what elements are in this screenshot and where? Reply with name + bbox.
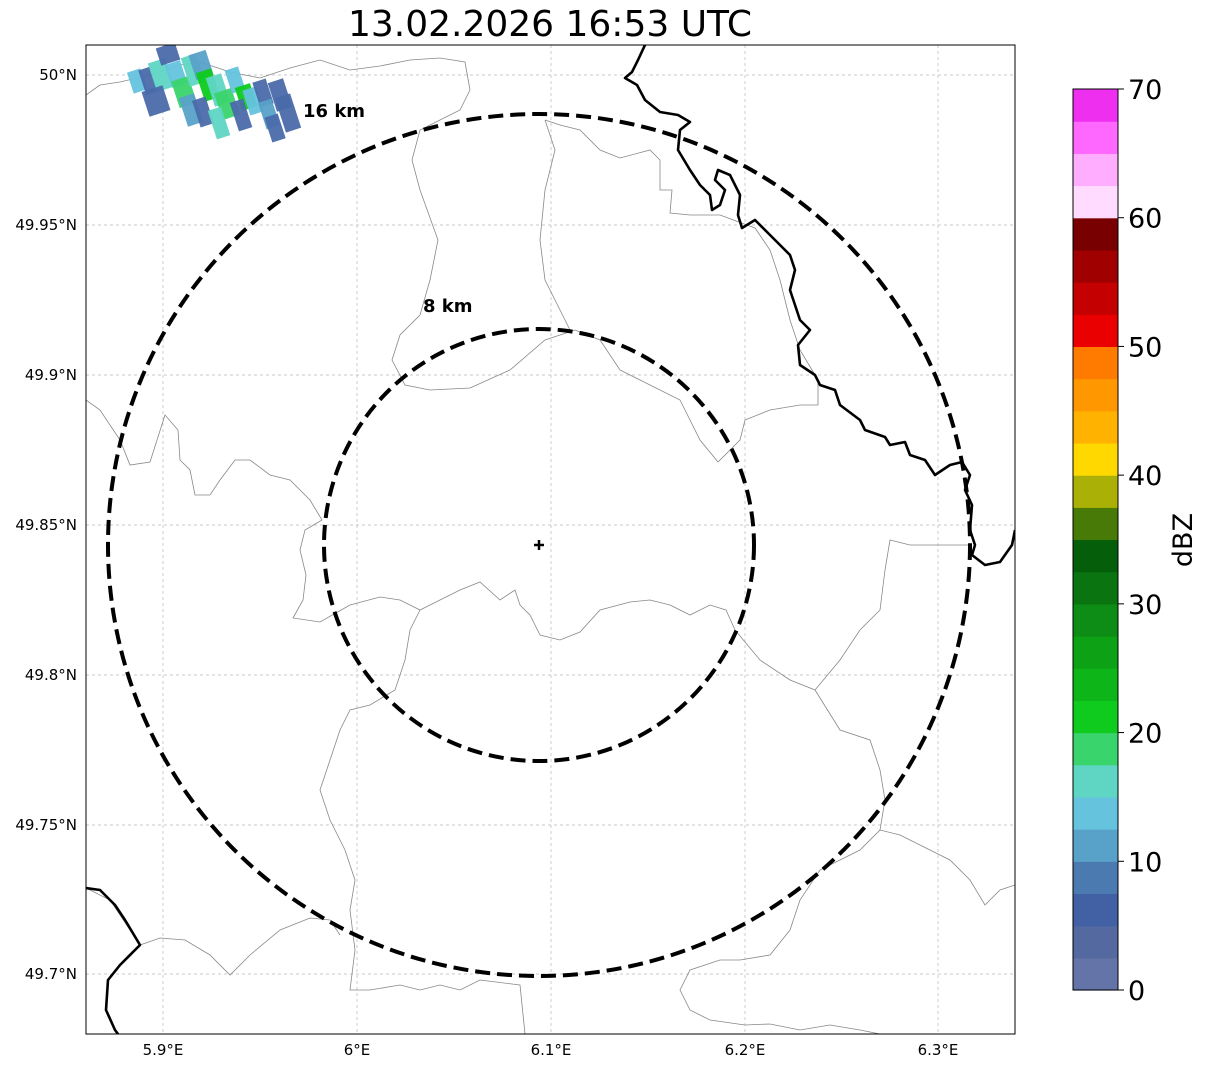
echo-cell (192, 96, 214, 128)
admin-boundary (539, 119, 571, 331)
radar-echoes (126, 45, 302, 143)
colorbar-segments (1073, 89, 1118, 991)
colorbar-segment (1073, 571, 1118, 605)
range-ring-8km (322, 327, 756, 763)
colorbar-segment (1073, 796, 1118, 830)
national-border (623, 45, 1015, 567)
admin-boundary (879, 829, 1015, 906)
lat-tick-label: 49.75°N (15, 816, 77, 834)
colorbar-segment (1073, 539, 1118, 573)
admin-boundary (814, 539, 968, 691)
latitude-ticks: 50°N 49.95°N 49.9°N 49.85°N 49.8°N 49.75… (15, 66, 77, 983)
colorbar-segment (1073, 217, 1118, 251)
map-title: 13.02.2026 16:53 UTC (347, 4, 753, 45)
lat-tick-label: 49.8°N (25, 666, 77, 684)
echo-cell (155, 45, 181, 66)
colorbar-segment (1073, 185, 1118, 219)
radar-site-marker (534, 540, 544, 550)
colorbar-label: dBZ (1168, 513, 1199, 567)
range-rings (106, 112, 972, 978)
lat-tick-label: 49.7°N (25, 965, 77, 983)
lon-tick-label: 6.3°E (918, 1041, 959, 1059)
colorbar-tick-label: 30 (1128, 590, 1162, 621)
colorbar: 0 10 20 30 40 50 60 70 dBZ (1072, 75, 1199, 1007)
colorbar-segment (1073, 957, 1118, 991)
colorbar-segment (1073, 346, 1118, 380)
colorbar-segment (1073, 282, 1118, 315)
colorbar-segment (1073, 153, 1118, 187)
ring-label-8km: 8 km (423, 296, 473, 317)
colorbar-segment (1073, 314, 1118, 348)
lon-tick-label: 6.1°E (531, 1041, 572, 1059)
national-border (86, 886, 142, 1034)
echo-cell (264, 113, 286, 143)
colorbar-segment (1073, 893, 1118, 927)
ring-label-16km: 16 km (303, 101, 365, 122)
admin-boundary (86, 399, 736, 641)
admin-boundary (86, 57, 819, 463)
longitude-ticks: 5.9°E 6°E 6.1°E 6.2°E 6.3°E (143, 1041, 959, 1059)
gridlines (86, 45, 1015, 1034)
colorbar-segment (1073, 507, 1118, 541)
colorbar-ticks: 0 10 20 30 40 50 60 70 (1118, 75, 1162, 1007)
colorbar-segment (1073, 925, 1118, 959)
lon-tick-label: 6.2°E (725, 1041, 766, 1059)
colorbar-segment (1073, 442, 1118, 476)
lon-tick-label: 5.9°E (143, 1041, 184, 1059)
colorbar-segment (1073, 668, 1118, 701)
colorbar-tick-label: 0 (1128, 976, 1145, 1007)
colorbar-tick-label: 10 (1128, 847, 1162, 878)
admin-boundary (679, 629, 886, 1034)
colorbar-tick-label: 20 (1128, 719, 1162, 750)
echo-cell (242, 86, 264, 116)
colorbar-segment (1073, 636, 1118, 669)
colorbar-segment (1073, 764, 1118, 798)
echo-cell (141, 85, 171, 117)
colorbar-tick-label: 70 (1128, 75, 1162, 106)
colorbar-segment (1073, 121, 1118, 154)
admin-boundary (319, 609, 526, 1034)
colorbar-tick-label: 40 (1128, 461, 1162, 492)
echo-cell (207, 106, 231, 140)
echo-cell (138, 66, 158, 96)
colorbar-segment (1073, 89, 1118, 122)
lat-tick-label: 49.9°N (25, 366, 77, 384)
colorbar-segment (1073, 410, 1118, 444)
colorbar-segment (1073, 861, 1118, 895)
colorbar-segment (1073, 700, 1118, 734)
lon-tick-label: 6°E (344, 1041, 371, 1059)
colorbar-tick-label: 60 (1128, 204, 1162, 235)
colorbar-frame (1072, 88, 1119, 991)
range-ring-16km (106, 112, 972, 978)
colorbar-segment (1073, 829, 1118, 862)
lat-tick-label: 49.95°N (15, 216, 77, 234)
lat-tick-label: 49.85°N (15, 516, 77, 534)
admin-boundaries (86, 57, 1015, 1034)
echo-cell (229, 98, 253, 132)
colorbar-segment (1073, 603, 1118, 637)
map-frame (85, 44, 1016, 1035)
colorbar-segment (1073, 475, 1118, 508)
lat-tick-label: 50°N (39, 66, 77, 84)
national-borders (86, 45, 1015, 1034)
echo-cell (274, 93, 302, 133)
echo-cell (178, 93, 204, 127)
colorbar-segment (1073, 249, 1118, 283)
colorbar-segment (1073, 378, 1118, 412)
colorbar-segment (1073, 732, 1118, 766)
colorbar-tick-label: 50 (1128, 332, 1162, 363)
